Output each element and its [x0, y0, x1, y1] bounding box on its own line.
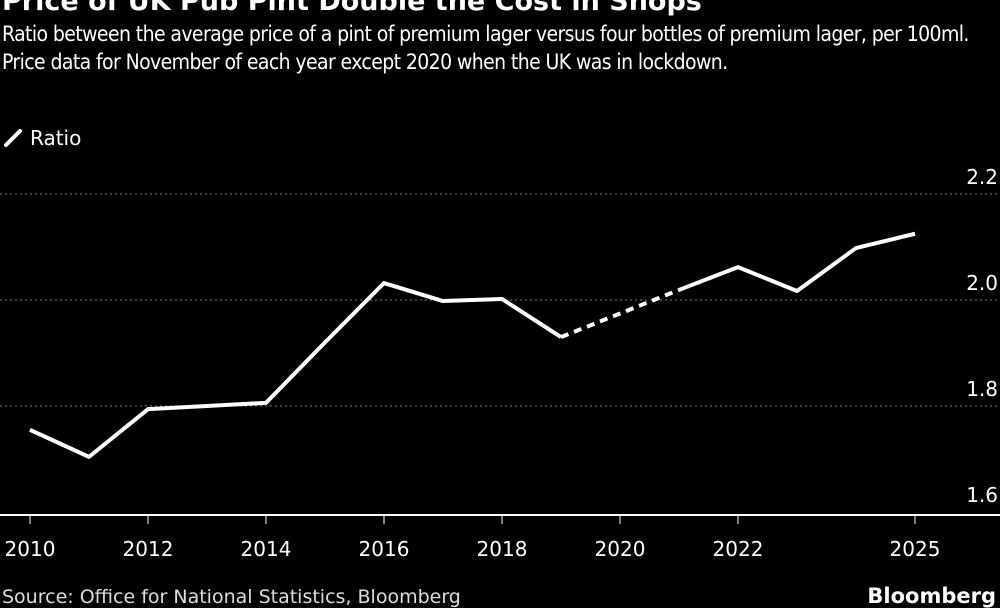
x-tick-label: 2012: [123, 537, 174, 561]
series-line-gap-dashed: [561, 290, 679, 337]
x-tick-label: 2022: [713, 537, 764, 561]
x-tick-label: 2014: [241, 537, 292, 561]
x-tick-label: 2010: [5, 537, 56, 561]
source-note: Source: Office for National Statistics, …: [2, 586, 461, 608]
x-tick-label: 2016: [359, 537, 410, 561]
series-line-ratio: [30, 283, 561, 457]
bloomberg-logo: Bloomberg: [867, 584, 996, 608]
x-tick-label: 2020: [595, 537, 646, 561]
y-tick-label: 1.6: [966, 483, 998, 507]
series-line-ratio: [679, 234, 915, 291]
x-tick-label: 2018: [477, 537, 528, 561]
y-tick-label: 2.0: [966, 271, 998, 295]
y-tick-label: 1.8: [966, 377, 998, 401]
y-tick-label: 2.2: [966, 165, 998, 189]
x-tick-label: 2025: [890, 537, 941, 561]
